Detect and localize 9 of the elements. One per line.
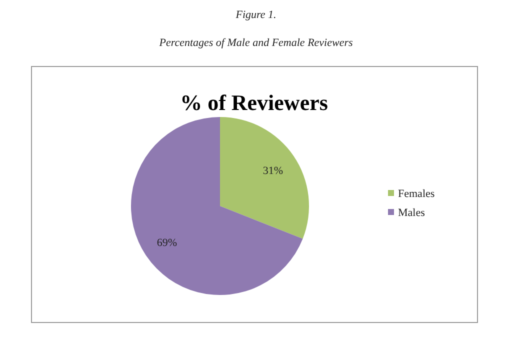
data-label: 69% (156, 236, 178, 249)
legend-label: Females (398, 188, 435, 200)
chart-title: % of Reviewers (180, 90, 328, 115)
legend-label: Males (398, 206, 425, 219)
data-label: 31% (262, 164, 284, 177)
pie-slice (131, 117, 303, 295)
pie-slice (220, 117, 309, 239)
caption: Figure 1. (234, 9, 276, 21)
text: Percentages of Male and Female Reviewers (158, 37, 353, 49)
